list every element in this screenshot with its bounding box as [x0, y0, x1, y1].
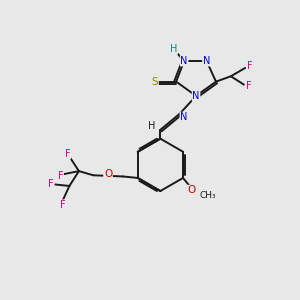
- Text: H: H: [148, 121, 156, 131]
- Text: O: O: [104, 169, 112, 179]
- Text: F: F: [48, 179, 54, 190]
- Text: F: F: [58, 171, 63, 181]
- Text: H: H: [170, 44, 178, 54]
- Text: S: S: [152, 76, 158, 87]
- Text: N: N: [192, 91, 200, 101]
- Text: N: N: [203, 56, 210, 66]
- Text: N: N: [181, 56, 188, 66]
- Text: F: F: [247, 61, 253, 71]
- Text: F: F: [246, 81, 251, 91]
- Text: O: O: [187, 185, 196, 195]
- Text: N: N: [180, 112, 188, 122]
- Text: CH₃: CH₃: [200, 191, 216, 200]
- Text: F: F: [65, 149, 70, 159]
- Text: F: F: [60, 200, 66, 210]
